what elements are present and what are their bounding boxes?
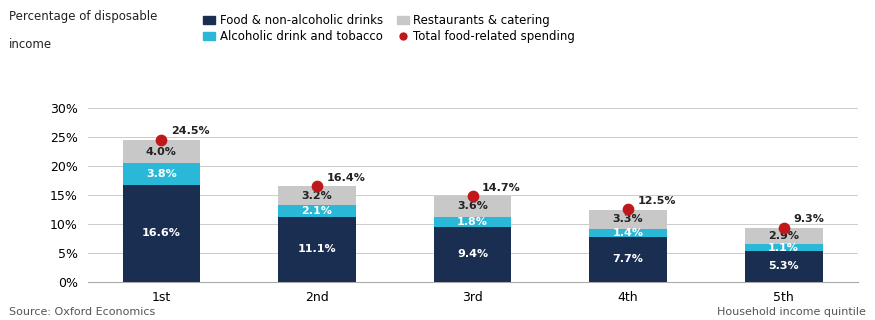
Text: 4.0%: 4.0%	[146, 147, 177, 157]
Point	[777, 225, 791, 230]
Bar	[745, 228, 822, 244]
Bar	[434, 217, 511, 227]
Bar	[434, 227, 511, 282]
Text: Source: Oxford Economics: Source: Oxford Economics	[9, 307, 155, 317]
Text: 24.5%: 24.5%	[171, 126, 209, 136]
Point	[621, 206, 635, 212]
Text: 3.3%: 3.3%	[612, 214, 643, 224]
Text: income: income	[9, 38, 52, 52]
Text: 1.1%: 1.1%	[768, 243, 799, 253]
Bar	[123, 185, 200, 282]
Bar	[434, 196, 511, 217]
Bar	[123, 140, 200, 163]
Text: 16.4%: 16.4%	[326, 173, 365, 183]
Bar	[745, 244, 822, 251]
Bar	[278, 205, 356, 217]
Text: 16.6%: 16.6%	[142, 228, 181, 238]
Text: 3.8%: 3.8%	[146, 169, 177, 179]
Text: 1.4%: 1.4%	[612, 228, 643, 238]
Legend: Food & non-alcoholic drinks, Alcoholic drink and tobacco, Restaurants & catering: Food & non-alcoholic drinks, Alcoholic d…	[199, 9, 580, 48]
Text: 3.2%: 3.2%	[302, 191, 332, 201]
Text: 1.8%: 1.8%	[457, 217, 488, 227]
Text: 12.5%: 12.5%	[637, 196, 676, 206]
Text: 3.6%: 3.6%	[457, 201, 488, 211]
Bar	[589, 210, 667, 229]
Point	[154, 137, 168, 142]
Text: 5.3%: 5.3%	[768, 261, 799, 271]
Text: 2.1%: 2.1%	[302, 206, 332, 216]
Bar	[745, 251, 822, 282]
Bar	[589, 229, 667, 237]
Text: 7.7%: 7.7%	[612, 254, 643, 264]
Text: 2.9%: 2.9%	[768, 231, 799, 241]
Text: 11.1%: 11.1%	[298, 244, 336, 254]
Bar	[123, 163, 200, 185]
Text: Household income quintile: Household income quintile	[718, 307, 866, 317]
Text: Percentage of disposable: Percentage of disposable	[9, 10, 158, 23]
Text: 9.3%: 9.3%	[793, 214, 824, 224]
Bar	[589, 237, 667, 282]
Bar	[278, 217, 356, 282]
Text: 9.4%: 9.4%	[457, 249, 488, 259]
Bar	[278, 187, 356, 205]
Point	[466, 194, 480, 199]
Point	[310, 184, 324, 189]
Text: 14.7%: 14.7%	[482, 183, 521, 193]
